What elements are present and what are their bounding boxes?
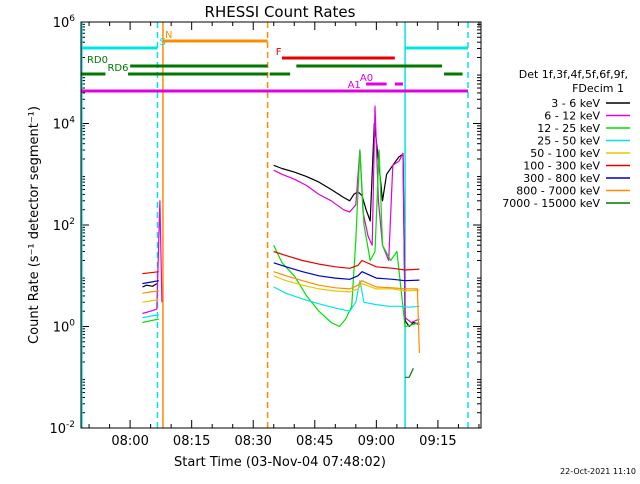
flag-label-a1: A1: [348, 80, 361, 91]
series-line-3-segment-1: [273, 280, 420, 312]
series-line-5-segment-1: [273, 250, 420, 271]
x-axis-label: Start Time (03-Nov-04 07:48:02): [174, 455, 386, 470]
flag-label-rd6: RD6: [107, 63, 128, 74]
plot-frame: [80, 21, 482, 429]
legend-entry-label-0: 3 - 6 keV: [551, 97, 600, 110]
y-tick-label-0: 10-2: [49, 420, 75, 437]
legend-entry-label-7: 800 - 7000 keV: [516, 185, 600, 198]
legend-entry-label-5: 100 - 300 keV: [523, 160, 600, 173]
series-line-3-segment-0: [142, 314, 159, 319]
series-line-6-segment-1: [273, 262, 420, 282]
flag-label-a0: A0: [360, 73, 373, 84]
flag-label-rd0: RD0: [87, 55, 108, 66]
legend-entry-label-6: 300 - 800 keV: [523, 172, 600, 185]
series-line-7-segment-0: [142, 290, 159, 294]
y-tick-label-3: 104: [53, 116, 76, 133]
legend-entry-label-3: 25 - 50 keV: [537, 135, 600, 148]
series-line-1-segment-0: [142, 200, 163, 315]
y-tick-label-2: 102: [53, 217, 75, 234]
series-line-7-segment-1: [273, 271, 420, 354]
series-line-4-segment-1: [273, 275, 420, 293]
y-tick-label-4: 106: [53, 14, 76, 31]
legend-entry-label-1: 6 - 12 keV: [544, 110, 600, 123]
x-tick-label-0: 08:00: [111, 434, 148, 449]
x-tick-label-4: 09:00: [358, 434, 395, 449]
x-tick-label-1: 08:15: [173, 434, 210, 449]
y-tick-label-1: 100: [53, 319, 76, 336]
series-line-2-segment-0: [142, 318, 159, 324]
x-tick-label-3: 08:45: [296, 434, 333, 449]
y-axis-label: Count Rate (s⁻¹ detector segment⁻¹): [27, 106, 42, 344]
legend-entry-label-2: 12 - 25 keV: [537, 122, 600, 135]
series-line-4-segment-0: [142, 298, 159, 303]
x-tick-label-2: 08:30: [234, 434, 271, 449]
series-line-6-segment-0: [142, 280, 159, 285]
flag-label-s: S: [159, 37, 165, 48]
series-line-5-segment-0: [142, 271, 159, 275]
flag-label-n: N: [165, 30, 172, 41]
series-line-8-segment-0: [405, 368, 414, 378]
legend-entry-label-4: 50 - 100 keV: [530, 147, 600, 160]
plot-area: 10-2 100 102 104 106 08:00 08:15 08:30 08:45 09:0…: [49, 14, 481, 449]
series-line-1-segment-1: [273, 105, 420, 324]
flag-label-f: F: [276, 47, 282, 58]
legend-entry-label-8: 7000 - 15000 keV: [502, 197, 600, 210]
legend-header-line-2: FDecim 1: [572, 82, 624, 95]
date-stamp: 22-Oct-2021 11:10: [560, 467, 636, 476]
chart-title: RHESSI Count Rates: [205, 3, 356, 21]
series-line-0-segment-0: [142, 283, 158, 288]
x-tick-label-5: 09:15: [419, 434, 456, 449]
legend-header-line-1: Det 1f,3f,4f,5f,6f,9f,: [519, 68, 628, 81]
